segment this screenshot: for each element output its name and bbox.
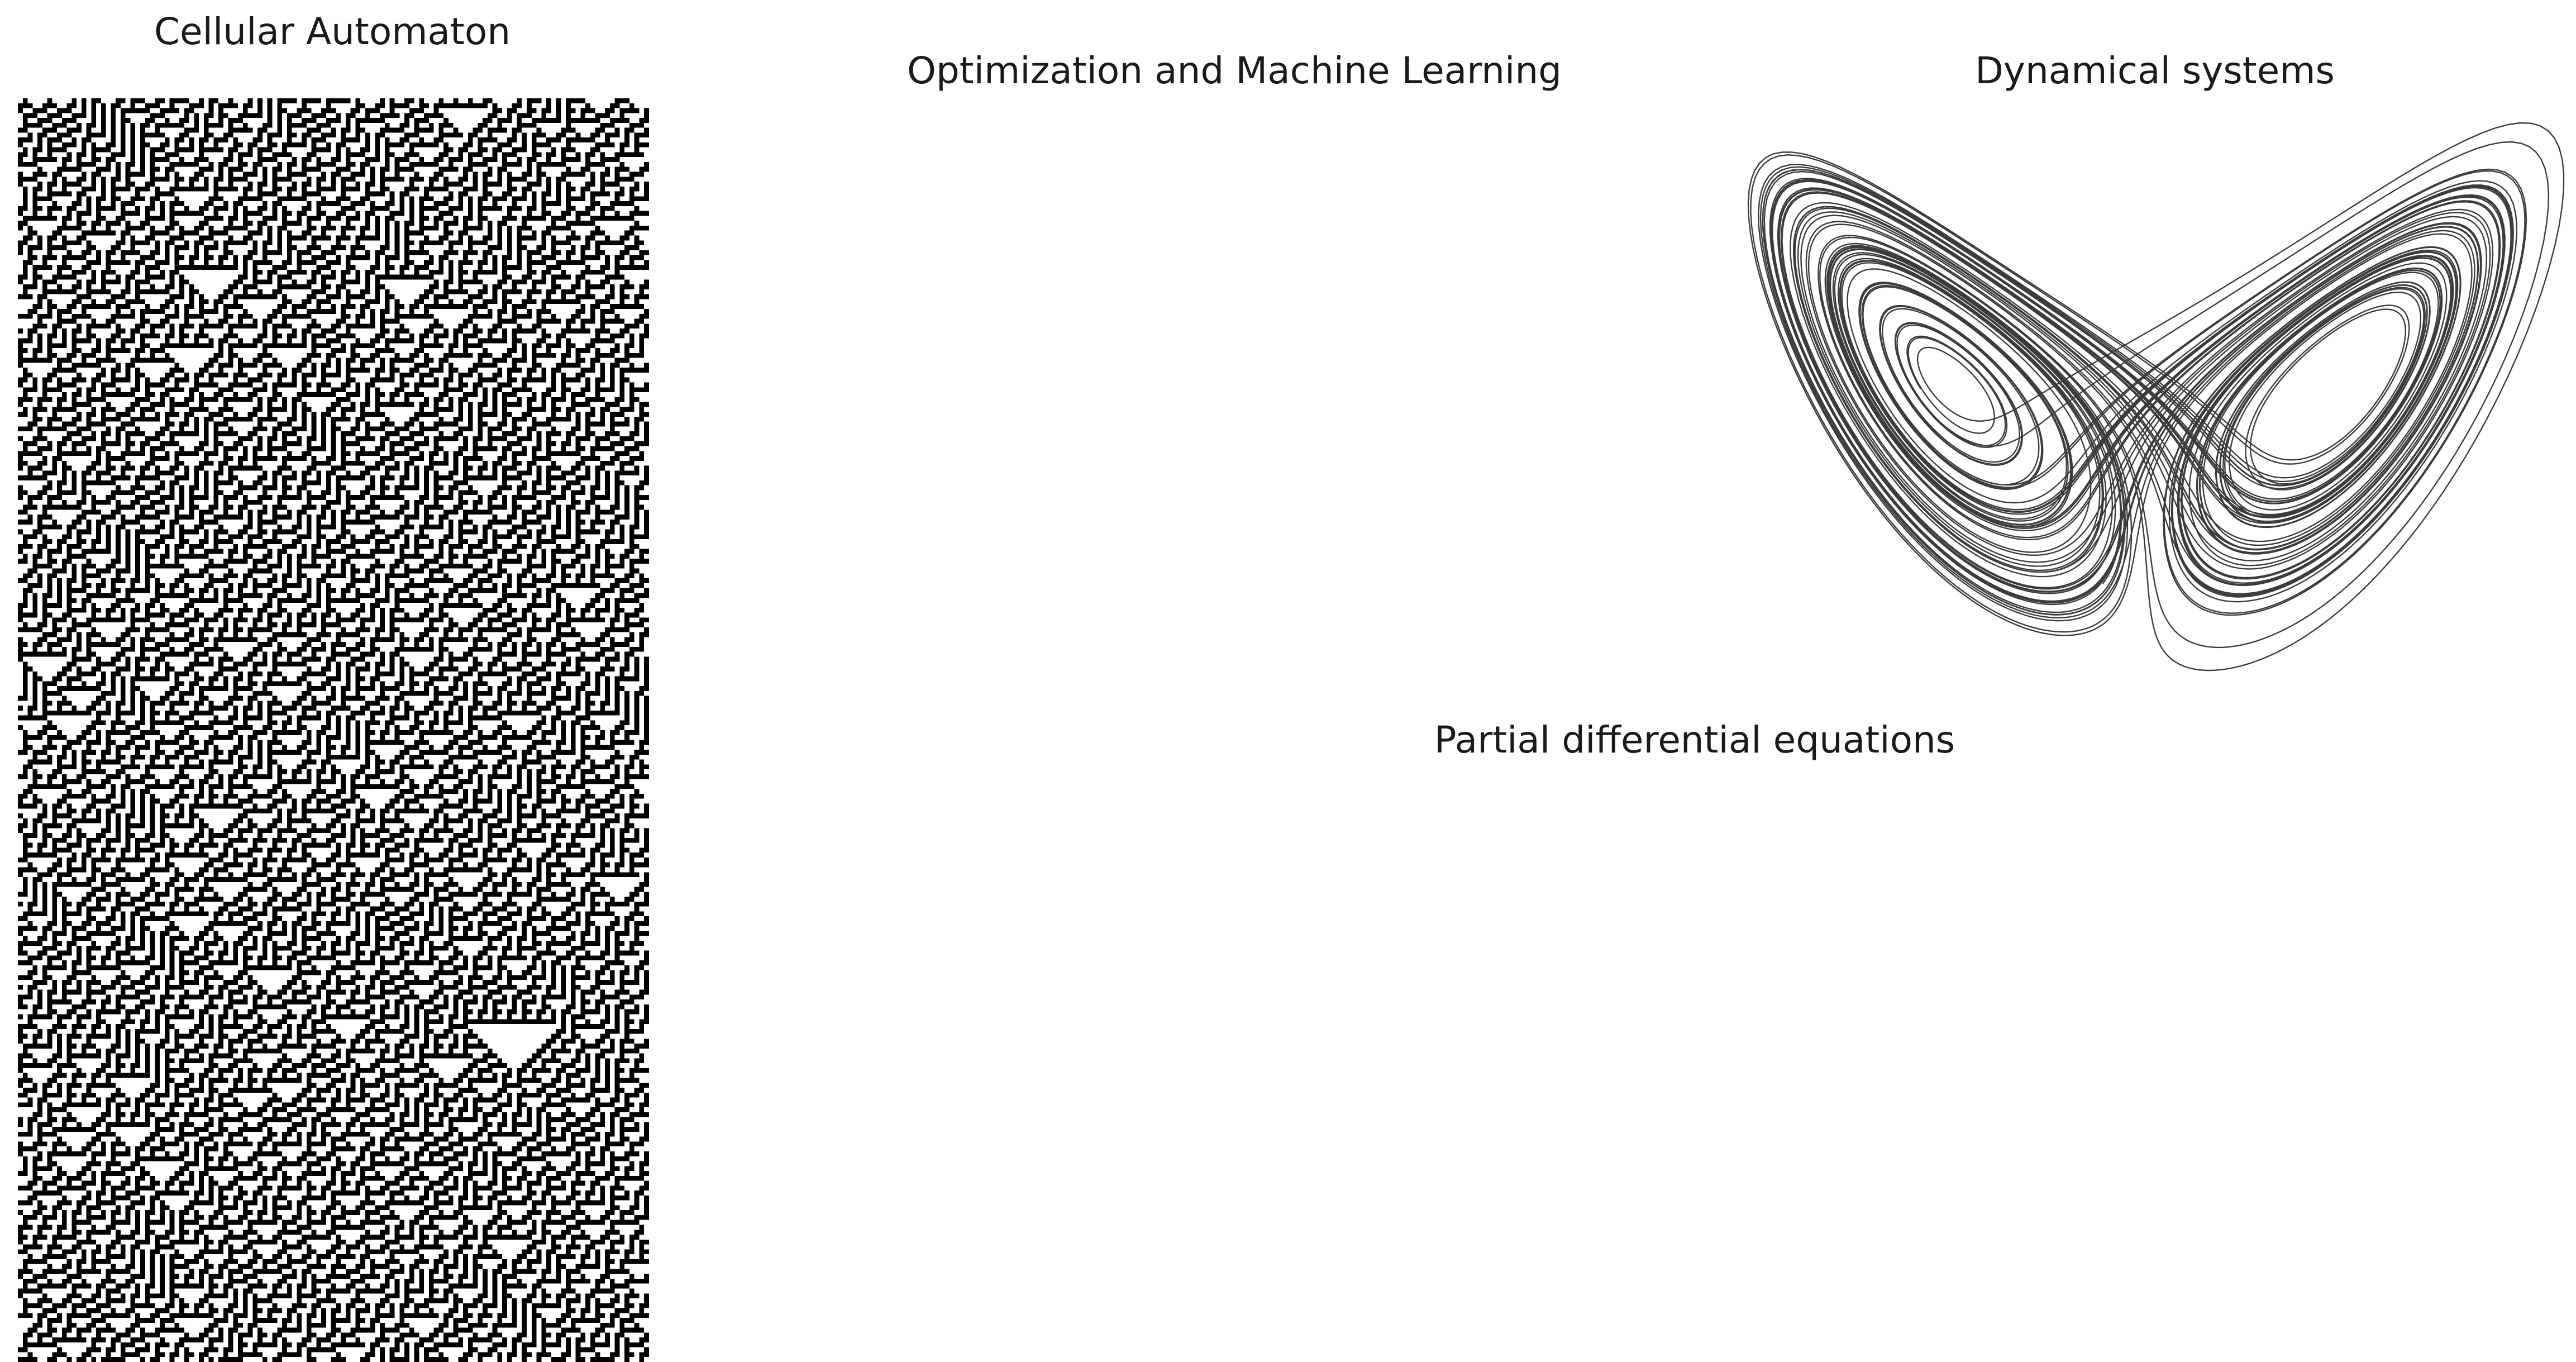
pde-panel <box>1285 771 2111 1352</box>
pde-title: Partial differential equations <box>1434 718 1955 761</box>
cellular-automaton-grid <box>18 98 649 1362</box>
optimization-ml-title: Optimization and Machine Learning <box>907 49 1562 92</box>
optimization-ml-panel <box>849 98 1620 679</box>
lorenz-attractor-plot <box>1747 122 2565 672</box>
dynamical-systems-title: Dynamical systems <box>1975 49 2335 92</box>
lorenz-trajectory <box>1747 122 2565 672</box>
cellular-automaton-title: Cellular Automaton <box>154 10 511 53</box>
